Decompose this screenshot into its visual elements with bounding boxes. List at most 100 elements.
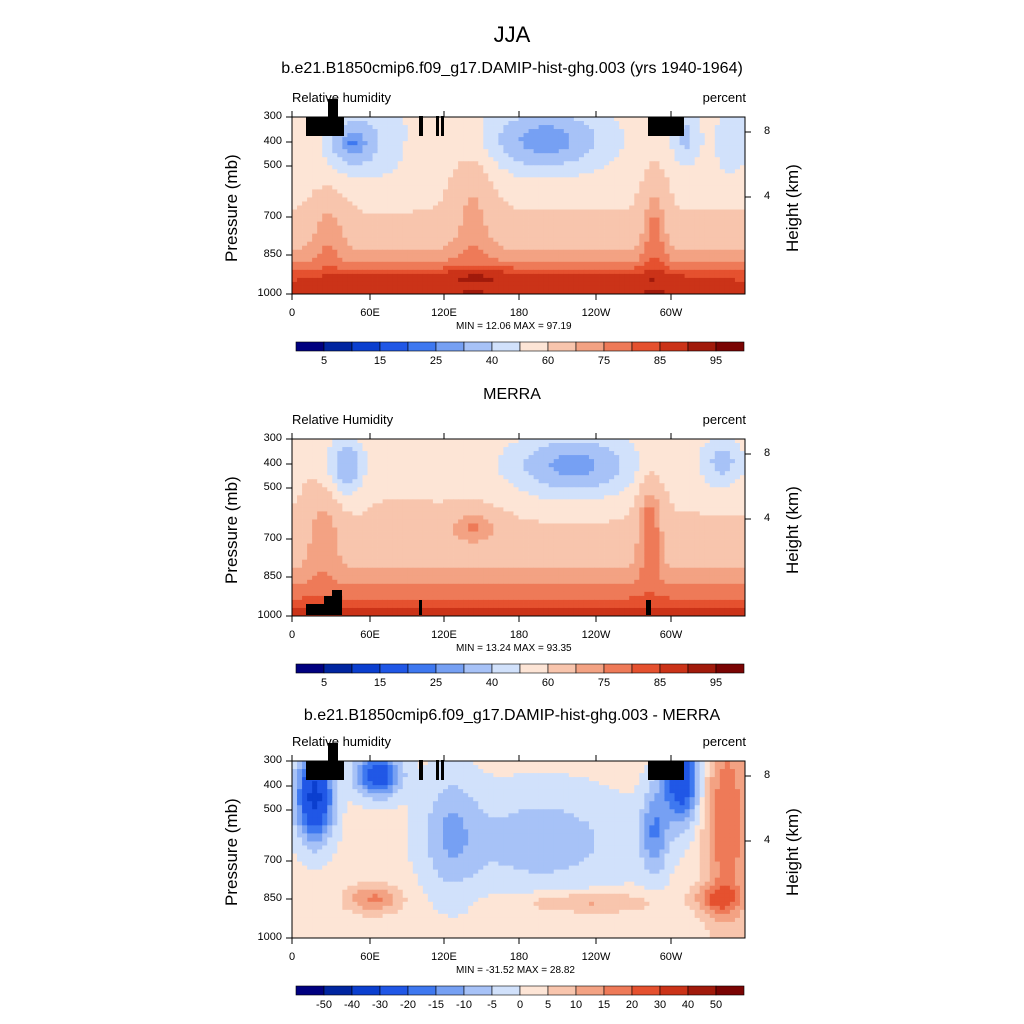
heatmap-cell [493, 257, 499, 263]
heatmap-cell [478, 149, 484, 154]
heatmap-cell [599, 117, 605, 122]
heatmap-cell [553, 173, 560, 178]
colorbar-swatch [295, 341, 325, 352]
heatmap-cell [573, 439, 580, 444]
heatmap-cell [528, 257, 534, 263]
heatmap-cell [659, 161, 665, 166]
heatmap-cell [432, 205, 439, 210]
heatmap-cell [518, 265, 524, 271]
heatmap-cell [332, 443, 338, 448]
heatmap-cell [523, 233, 529, 239]
heatmap-cell [372, 257, 378, 263]
heatmap-cell [664, 153, 670, 158]
heatmap-cell [634, 141, 640, 146]
heatmap-cell [588, 221, 595, 227]
heatmap-cell [488, 181, 494, 186]
heatmap-cell [478, 201, 484, 206]
heatmap-cell [327, 459, 333, 464]
heatmap-cell [337, 455, 343, 460]
heatmap-cell [362, 145, 368, 150]
heatmap-cell [483, 125, 489, 130]
heatmap-cell [583, 455, 590, 460]
heatmap-cell [634, 213, 640, 218]
heatmap-cell [412, 189, 419, 194]
heatmap-cell [362, 209, 368, 214]
heatmap-cell [463, 269, 469, 275]
heatmap-cell [563, 471, 570, 476]
heatmap-cell [583, 205, 590, 210]
heatmap-cell [352, 285, 358, 291]
heatmap-cell [437, 289, 444, 295]
heatmap-cell [387, 169, 394, 174]
heatmap-cell [322, 157, 328, 162]
heatmap-cell [689, 225, 696, 231]
heatmap-cell [669, 221, 675, 227]
heatmap-cell [548, 289, 555, 295]
heatmap-cell [362, 149, 368, 154]
heatmap-cell [533, 451, 540, 456]
heatmap-cell [729, 209, 736, 214]
heatmap-cell [568, 241, 575, 247]
heatmap-cell [684, 269, 691, 275]
heatmap-cell [704, 145, 711, 150]
heatmap-cell [448, 213, 454, 218]
heatmap-cell [443, 245, 449, 251]
heatmap-cell [634, 265, 640, 271]
heatmap-cell [443, 165, 449, 170]
heatmap-cell [463, 229, 469, 235]
heatmap-cell [699, 471, 706, 476]
heatmap-cell [307, 181, 313, 186]
heatmap-cell [498, 137, 504, 142]
heatmap-cell [659, 269, 665, 275]
heatmap-cell [453, 169, 459, 174]
heatmap-cell [619, 273, 625, 279]
heatmap-cell [729, 121, 736, 126]
heatmap-cell [619, 269, 625, 275]
heatmap-cell [604, 197, 610, 202]
heatmap-cell [463, 157, 469, 162]
heatmap-cell [302, 285, 308, 291]
heatmap-cell [568, 209, 575, 214]
heatmap-cell [543, 117, 550, 122]
heatmap-cell [654, 475, 660, 480]
heatmap-cell [518, 177, 524, 182]
heatmap-cell [739, 443, 746, 448]
heatmap-cell [578, 121, 585, 126]
heatmap-cell [498, 245, 504, 251]
heatmap-cell [397, 145, 404, 150]
heatmap-cell [437, 225, 444, 231]
heatmap-cell [387, 261, 394, 267]
heatmap-cell [508, 117, 514, 122]
heatmap-cell [302, 161, 308, 166]
heatmap-cell [669, 157, 675, 162]
heatmap-cell [719, 443, 726, 448]
heatmap-cell [473, 133, 479, 138]
heatmap-cell [714, 141, 721, 146]
heatmap-cell [629, 475, 635, 480]
heatmap-cell [483, 241, 489, 247]
heatmap-cell [503, 269, 509, 275]
heatmap-cell [664, 217, 670, 222]
heatmap-cell [357, 165, 363, 170]
heatmap-cell [624, 253, 630, 259]
heatmap-cell [317, 249, 323, 255]
heatmap-cell [322, 193, 328, 198]
heatmap-cell [317, 137, 323, 142]
heatmap-cell [573, 475, 580, 480]
heatmap-cell [407, 181, 414, 186]
heatmap-cell [448, 201, 454, 206]
heatmap-cell [488, 273, 494, 279]
heatmap-cell [594, 121, 600, 126]
heatmap-cell [458, 273, 464, 279]
heatmap-cell [639, 277, 645, 283]
heatmap-cell [513, 161, 519, 166]
heatmap-cell [292, 281, 298, 287]
heatmap-cell [614, 117, 620, 122]
heatmap-cell [498, 133, 504, 138]
heatmap-cell [644, 185, 650, 190]
heatmap-cell [563, 467, 570, 472]
heatmap-cell [573, 471, 580, 476]
heatmap-cell [684, 285, 691, 291]
heatmap-cell [664, 197, 670, 202]
heatmap-cell [694, 269, 701, 275]
